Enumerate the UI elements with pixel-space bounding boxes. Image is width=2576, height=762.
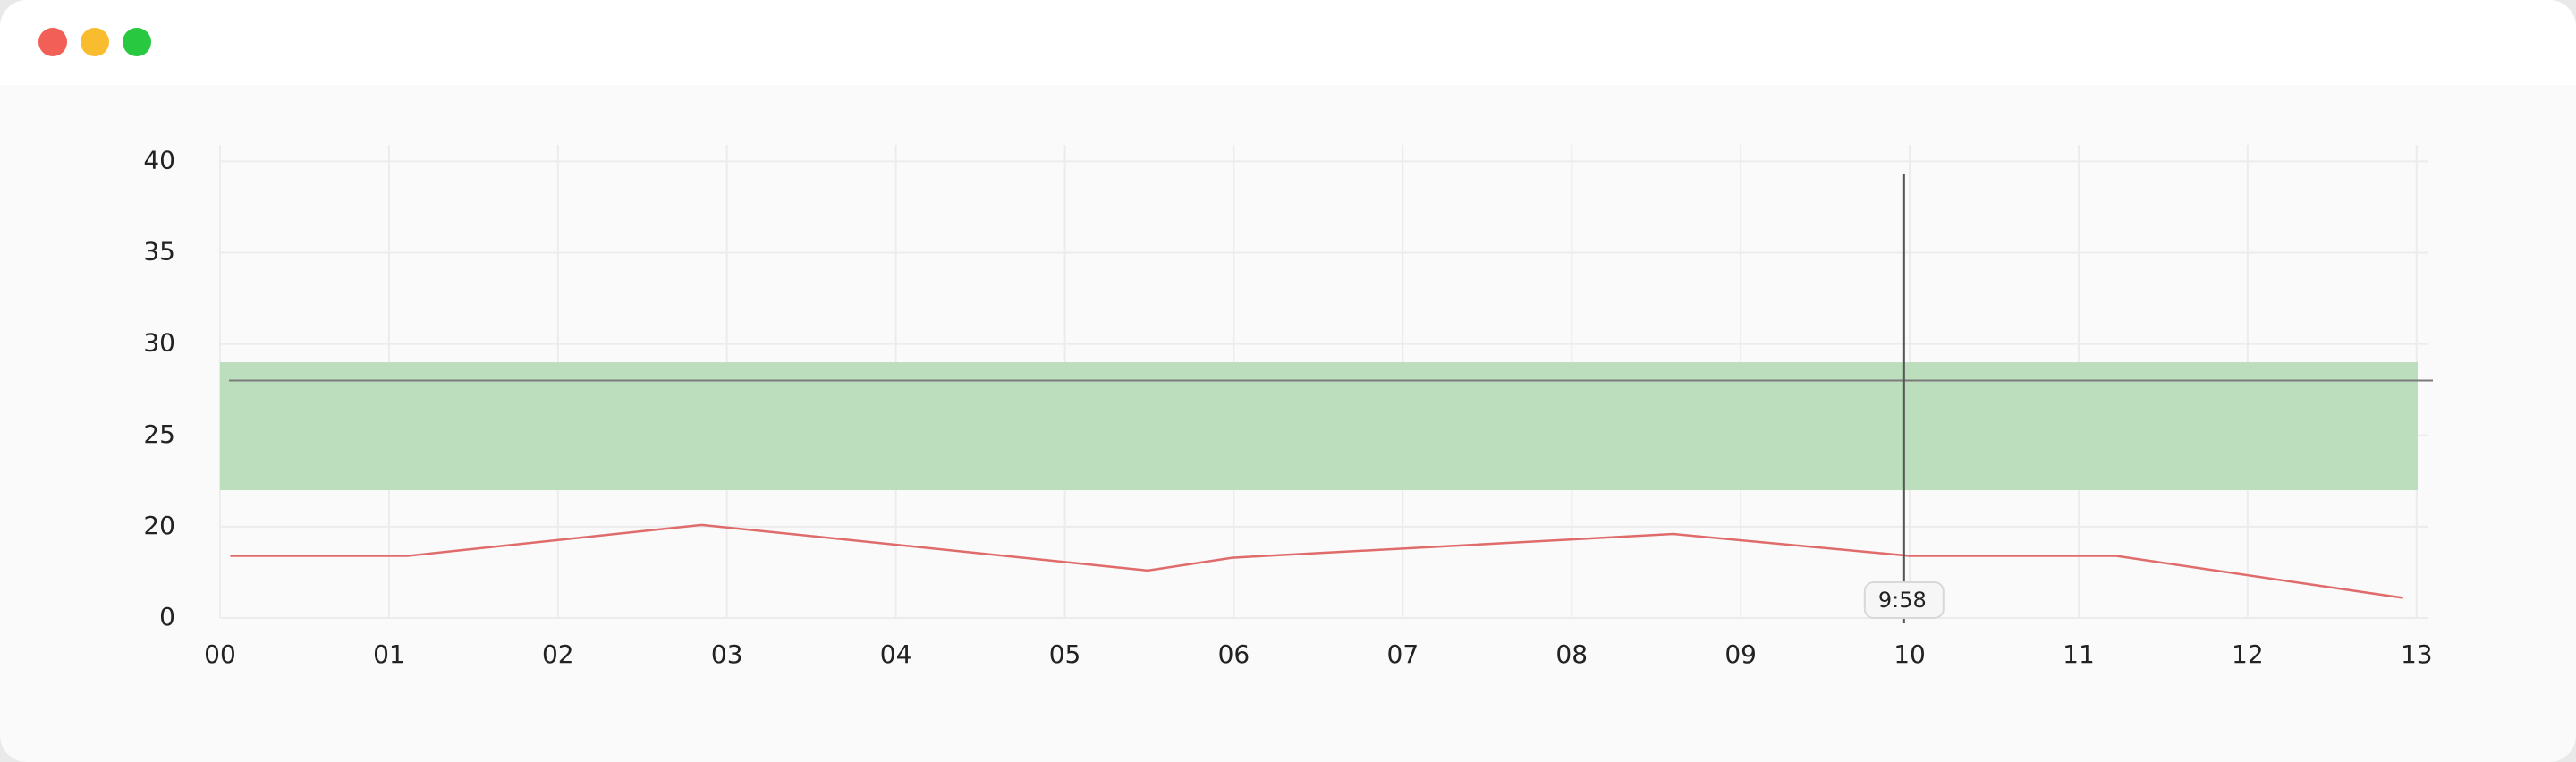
y-tick-label: 30 xyxy=(143,328,175,358)
minimize-button[interactable] xyxy=(80,28,109,56)
close-button[interactable] xyxy=(38,28,67,56)
cursor-label: 9:58 xyxy=(1878,588,1927,613)
x-tick-label: 09 xyxy=(1724,639,1757,669)
x-tick-label: 06 xyxy=(1218,639,1250,669)
x-tick-label: 10 xyxy=(1894,639,1926,669)
cursor-label-box xyxy=(1863,581,1945,619)
y-tick-label: 25 xyxy=(143,419,175,449)
x-tick-label: 07 xyxy=(1387,639,1419,669)
target-band xyxy=(220,362,2418,491)
x-tick-label: 08 xyxy=(1555,639,1588,669)
title-bar xyxy=(0,0,2576,85)
x-tick-label: 11 xyxy=(2063,639,2095,669)
x-tick-label: 01 xyxy=(373,639,405,669)
x-tick-label: 13 xyxy=(2401,639,2433,669)
x-tick-label: 04 xyxy=(880,639,912,669)
y-tick-label: 40 xyxy=(143,145,175,174)
x-tick-label: 05 xyxy=(1049,639,1081,669)
y-tick-label: 20 xyxy=(143,511,175,540)
y-tick-label: 35 xyxy=(143,237,175,267)
x-tick-label: 03 xyxy=(711,639,743,669)
y-tick-label: 0 xyxy=(159,602,175,631)
data-line xyxy=(230,523,2403,599)
maximize-button[interactable] xyxy=(123,28,151,56)
x-tick-label: 12 xyxy=(2232,639,2264,669)
x-tick-label: 02 xyxy=(542,639,574,669)
x-tick-label: 00 xyxy=(204,639,236,669)
